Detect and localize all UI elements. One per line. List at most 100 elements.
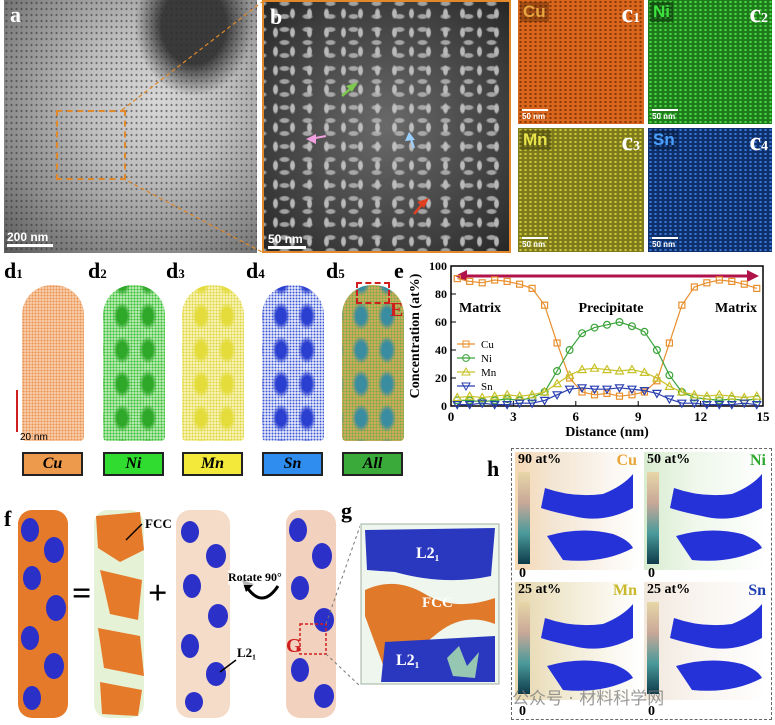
data-point-sn (639, 387, 650, 396)
data-point-mn (651, 372, 662, 382)
h-max-mn: 25 at% (518, 582, 562, 597)
data-point-sn (452, 401, 463, 410)
g-l21-top-label: L2₁ (416, 545, 440, 562)
panel-a-tem-image: a 200 nm (4, 0, 257, 253)
panel-label-b: b (270, 4, 283, 29)
legend-label-ni: Ni (481, 353, 492, 365)
watermark: 公众号 · 材料科学网 (512, 689, 665, 709)
f-l21-label: L2₁ (237, 645, 257, 660)
data-point-mn (664, 381, 675, 390)
data-point-mn (714, 389, 725, 399)
data-point-ni (490, 396, 499, 405)
h-min-cu: 0 (519, 566, 526, 581)
scalebar-c3: 50 nm (522, 237, 548, 249)
data-point-cu (578, 388, 586, 396)
panel-label-e: e (394, 258, 404, 283)
data-point-cu (478, 279, 486, 287)
data-point-ni (715, 396, 724, 405)
apt-tip-all (342, 285, 404, 441)
h-element-ni: Ni (750, 452, 766, 469)
data-point-mn (464, 390, 475, 400)
data-point-cu (628, 391, 636, 399)
f-fcc-label: FCC (145, 516, 172, 531)
data-point-mn (489, 390, 500, 400)
data-point-sn (502, 401, 513, 410)
data-point-mn (577, 364, 588, 374)
legend-label-cu: Cu (481, 339, 494, 351)
apt-tip-mn (182, 285, 244, 441)
h-cell-cu: 90 at% Cu (515, 452, 639, 570)
scalebar-b-text: 50 nm (268, 232, 303, 246)
precipitate-texture (264, 2, 509, 251)
data-point-cu (541, 301, 549, 309)
data-point-cu (590, 391, 599, 399)
h-max-sn: 25 at% (647, 582, 691, 597)
apt-legend-cu: Cu (22, 452, 83, 476)
data-point-mn (614, 365, 625, 375)
data-point-mn (502, 389, 513, 399)
data-point-cu (753, 284, 761, 292)
h-min-ni: 0 (648, 566, 655, 581)
h-isosurface-cu (541, 474, 633, 561)
data-point-sn (751, 401, 762, 410)
f-plus-sign: + (148, 575, 168, 612)
panel-b-tem-image: b 50 nm (262, 0, 511, 253)
data-point-cu (553, 339, 561, 347)
x-tick-label: 6 (573, 409, 580, 424)
h-colorbar-cu (518, 472, 530, 564)
data-point-sn (564, 385, 575, 395)
zoom-region-box (56, 110, 126, 180)
data-point-mn (564, 369, 575, 379)
data-point-mn (639, 367, 650, 377)
panel-label-d1: d1 (4, 258, 23, 283)
data-point-sn (527, 399, 538, 409)
data-point-cu (740, 280, 748, 288)
panel-label-a: a (10, 2, 21, 27)
data-point-mn (726, 390, 737, 400)
panel-label-d3: d3 (166, 258, 185, 283)
data-point-cu (715, 276, 723, 284)
data-point-ni (590, 323, 599, 332)
eds-label-sn: Sn (650, 130, 678, 150)
annotation: Matrix (715, 301, 757, 316)
x-axis-label: Distance (nm) (565, 425, 649, 440)
h-cell-sn: 25 at% Sn (644, 582, 768, 700)
data-point-ni (640, 327, 649, 336)
scalebar-a-text: 200 nm (7, 230, 49, 244)
label-E: E (390, 299, 404, 321)
data-point-sn (514, 399, 525, 409)
g-fcc-label: FCC (422, 595, 453, 611)
data-point-mn (676, 386, 687, 396)
eds-label-ni: Ni (650, 2, 673, 22)
data-point-mn (589, 362, 600, 372)
x-tick-label: 0 (448, 409, 455, 424)
legend-label-mn: Mn (481, 367, 497, 379)
data-point-cu (615, 392, 624, 400)
apt-tip-sn (262, 285, 324, 441)
panel-label-g: g (341, 498, 352, 523)
panel-g-interface-model (360, 523, 500, 685)
data-point-ni (565, 345, 574, 354)
data-point-mn (527, 389, 538, 399)
y-tick-label: 80 (435, 287, 447, 301)
data-point-cu (728, 277, 736, 285)
h-isosurface-ni (670, 474, 762, 561)
panel-label-c1: c1 (621, 0, 640, 28)
y-tick-label: 40 (435, 343, 447, 357)
data-point-mn (601, 364, 613, 374)
range-arrow-head-right (747, 270, 759, 282)
data-point-ni (615, 317, 624, 326)
g-l21-bottom-label: L2₁ (396, 652, 420, 669)
eds-label-cu: Cu (520, 2, 549, 22)
x-tick-label: 9 (635, 409, 642, 424)
apt-selection-box (356, 282, 390, 304)
label-G: G (286, 635, 302, 657)
legend-marker (461, 382, 471, 392)
data-point-cu (491, 276, 499, 284)
panel-g-zoom-lines (325, 525, 360, 687)
panel-label-c3: c3 (621, 128, 640, 156)
h-element-mn: Mn (613, 582, 637, 599)
data-point-sn (601, 385, 613, 395)
data-point-cu (603, 389, 611, 397)
data-point-sn (464, 401, 475, 410)
